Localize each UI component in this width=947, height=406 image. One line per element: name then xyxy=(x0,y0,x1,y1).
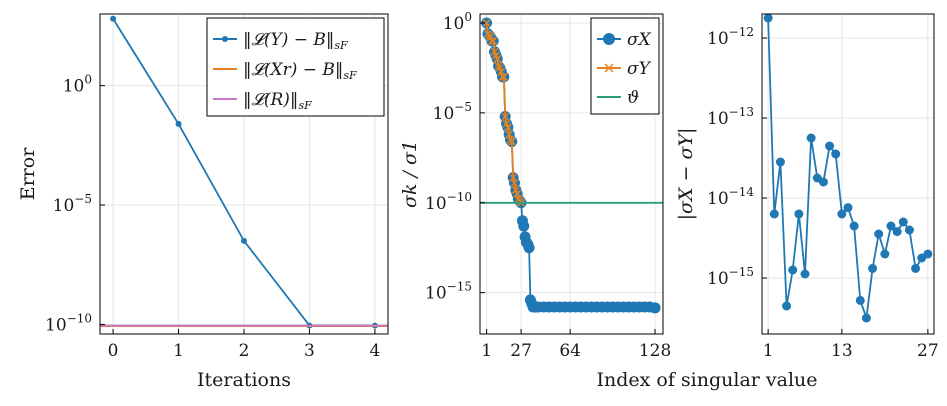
p1-legend-marker-y xyxy=(222,36,228,42)
p2-legend-marker-sy xyxy=(604,63,614,73)
p3-plot-frame xyxy=(761,13,935,335)
p1-y-tick-label: 10−10 xyxy=(45,311,92,335)
p2-data-point-cross xyxy=(510,178,519,187)
p2-legend-label-sy: σY xyxy=(627,59,652,79)
p2-data-point xyxy=(649,302,661,314)
p2-y-axis-label: σk / σ1 xyxy=(399,140,421,208)
p3-data-point xyxy=(880,249,890,259)
p3-x-tick-label: 1 xyxy=(763,341,774,361)
p3-data-point xyxy=(794,209,804,219)
p2-data-point-cross xyxy=(499,72,508,81)
p3-series xyxy=(763,13,933,323)
p1-legend-label-xr: ‖𝓛(Xr) − B‖sF xyxy=(243,60,357,82)
p3-data-point xyxy=(868,263,878,273)
p2-data-point xyxy=(518,220,530,232)
p3-x-tick-label: 27 xyxy=(917,341,939,361)
p1-x-tick-label: 0 xyxy=(108,341,119,361)
singular-values-panel: 1 27 64 128 10−15 10−10 10−5 100 σk / σ1 σX σY… xyxy=(399,10,671,361)
p1-series xyxy=(100,15,388,329)
p2-legend: σX σY ϑ xyxy=(590,17,660,115)
p1-legend: ‖𝓛(Y) − B‖sF ‖𝓛(Xr) − B‖sF ‖𝓛(R)‖sF xyxy=(206,17,385,117)
p3-data-point xyxy=(886,221,896,231)
p2-x-ticks: 1 27 64 128 xyxy=(481,329,671,361)
p3-data-point xyxy=(818,177,828,187)
p1-x-tick-label: 2 xyxy=(239,341,250,361)
p2-y-tick-label: 100 xyxy=(443,10,472,34)
p1-y-tick-label: 10−5 xyxy=(53,192,92,216)
p1-data-point xyxy=(175,120,182,127)
p3-gridlines xyxy=(762,14,934,334)
p2-legend-marker-sx xyxy=(603,33,615,45)
p3-data-point xyxy=(837,209,847,219)
p1-y-tick-label: 100 xyxy=(63,73,92,97)
p2-data-point-cross xyxy=(487,36,496,45)
p2-data-point-cross xyxy=(503,123,512,132)
p1-legend-label-y: ‖𝓛(Y) − B‖sF xyxy=(243,30,348,52)
p3-data-point xyxy=(904,225,914,235)
p3-data-point xyxy=(788,265,798,275)
p3-x-tick-label: 13 xyxy=(831,341,853,361)
p1-x-tick-label: 3 xyxy=(304,341,315,361)
p3-y-tick-label: 10−12 xyxy=(707,25,754,49)
p1-x-ticks: 0 1 2 3 4 xyxy=(108,329,380,361)
p3-data-point xyxy=(782,301,792,311)
p1-x-axis-label: Iterations xyxy=(197,369,291,391)
p1-data-point xyxy=(241,237,247,244)
p1-legend-label-r: ‖𝓛(R)‖sF xyxy=(243,90,312,112)
p3-data-point xyxy=(825,141,835,151)
p3-y-tick-label: 10−15 xyxy=(707,265,754,289)
p3-data-point xyxy=(775,157,785,167)
p3-data-point xyxy=(911,263,921,273)
p2-x-tick-label: 1 xyxy=(481,341,492,361)
p1-y-ticks: 10−10 10−5 100 xyxy=(45,73,105,335)
p2-legend-label-theta: ϑ xyxy=(627,88,639,108)
p3-data-point xyxy=(898,217,908,227)
p2-data-point-cross xyxy=(489,36,498,45)
sigma-difference-panel: 1 13 27 10−15 10−14 10−13 10−12 |σX − σY| xyxy=(675,13,939,361)
p2-x-tick-label: 64 xyxy=(559,341,581,361)
p3-data-point xyxy=(769,209,779,219)
p2-data-point-cross xyxy=(507,137,516,146)
p3-data-point xyxy=(892,227,902,237)
p2-data-point-cross xyxy=(482,18,491,27)
p3-data-point xyxy=(831,149,841,159)
p1-x-tick-label: 1 xyxy=(173,341,184,361)
p2-data-point-cross xyxy=(501,112,510,121)
p2-x-tick-label: 27 xyxy=(510,341,532,361)
iterations-error-panel: 0 1 2 3 4 10−10 10−5 100 Iterations Error ‖𝓛(Y… xyxy=(17,13,389,391)
p3-y-axis-label: |σX − σY| xyxy=(675,128,697,221)
p2-series xyxy=(480,17,663,314)
p3-data-point xyxy=(843,203,853,213)
p3-data-point xyxy=(923,249,933,259)
p3-y-tick-label: 10−14 xyxy=(707,185,754,209)
p2-data-point xyxy=(523,242,535,254)
p2-data-point-cross xyxy=(493,54,502,63)
p2-y-tick-label: 10−5 xyxy=(433,100,472,124)
p1-y-axis-label: Error xyxy=(17,147,39,200)
p3-data-point xyxy=(849,221,859,231)
p3-data-point xyxy=(874,229,884,239)
p2-y-tick-label: 10−10 xyxy=(425,190,472,214)
p2-x-tick-label: 128 xyxy=(639,341,671,361)
p3-data-point xyxy=(800,269,810,279)
p3-y-tick-label: 10−13 xyxy=(707,105,754,129)
shared-x-axis-label: Index of singular value xyxy=(596,369,817,391)
p3-x-ticks: 1 13 27 xyxy=(763,329,939,361)
p3-data-point xyxy=(855,295,865,305)
p2-y-ticks: 10−15 10−10 10−5 100 xyxy=(425,10,485,304)
p3-y-ticks: 10−15 10−14 10−13 10−12 xyxy=(707,25,767,289)
p1-data-point xyxy=(110,15,117,22)
p2-y-tick-label: 10−15 xyxy=(425,280,472,304)
p2-data-point-cross xyxy=(498,72,507,81)
p2-legend-label-sx: σX xyxy=(627,30,652,50)
p3-data-point xyxy=(861,313,871,323)
p2-plot-frame xyxy=(479,13,664,335)
p1-x-tick-label: 4 xyxy=(369,341,380,361)
p3-data-point xyxy=(763,13,773,23)
p3-data-point xyxy=(806,133,816,143)
